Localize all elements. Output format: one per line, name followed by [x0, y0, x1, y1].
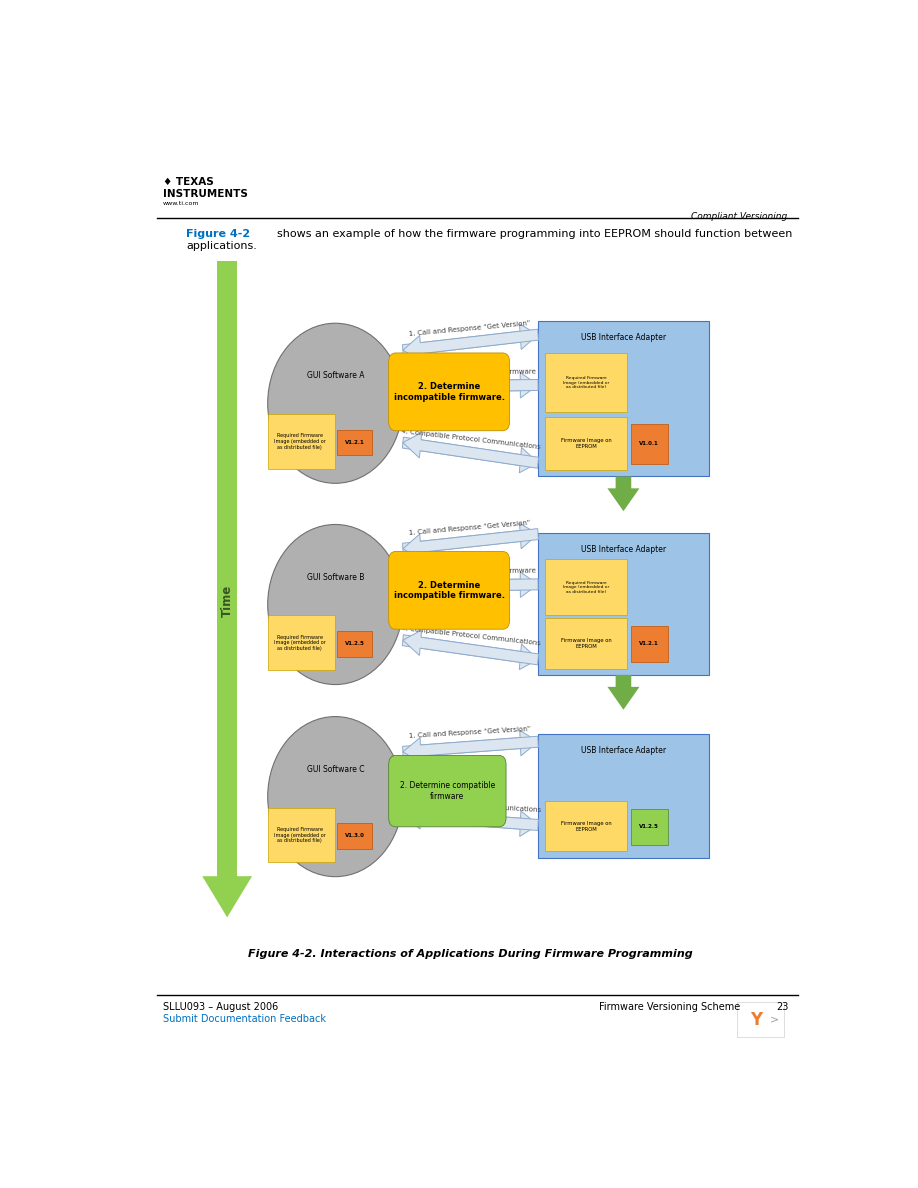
Text: 1. Call and Response “Get Version”: 1. Call and Response “Get Version” — [409, 519, 531, 536]
FancyArrow shape — [403, 372, 538, 398]
Text: V1.0.1: V1.0.1 — [639, 442, 659, 447]
FancyBboxPatch shape — [631, 809, 667, 845]
Text: 23: 23 — [777, 1003, 789, 1012]
FancyBboxPatch shape — [338, 631, 372, 657]
FancyArrow shape — [403, 374, 538, 399]
FancyArrow shape — [403, 803, 538, 830]
FancyBboxPatch shape — [631, 626, 667, 662]
Text: Firmware Image on
EEPROM: Firmware Image on EEPROM — [561, 438, 611, 449]
Text: Firmware Image on
EEPROM: Firmware Image on EEPROM — [561, 821, 611, 832]
Bar — [218, 261, 237, 899]
Text: www.ti.com: www.ti.com — [163, 201, 199, 206]
Ellipse shape — [268, 323, 403, 484]
Text: applications.: applications. — [186, 241, 257, 252]
Text: 2. Determine compatible
firmware: 2. Determine compatible firmware — [399, 782, 495, 801]
FancyArrow shape — [402, 324, 538, 355]
Text: INSTRUMENTS: INSTRUMENTS — [163, 189, 248, 200]
Text: Required Firmware
Image (embedded or
as distributed file): Required Firmware Image (embedded or as … — [274, 827, 326, 843]
FancyArrow shape — [403, 432, 539, 468]
FancyArrow shape — [202, 877, 252, 917]
FancyBboxPatch shape — [545, 618, 627, 669]
Text: 3. Reprogram with Required Firmware: 3. Reprogram with Required Firmware — [405, 368, 536, 375]
FancyBboxPatch shape — [338, 430, 372, 455]
Text: Submit Documentation Feedback: Submit Documentation Feedback — [163, 1015, 326, 1024]
FancyBboxPatch shape — [268, 808, 335, 862]
Text: V1.3.0: V1.3.0 — [344, 834, 364, 839]
FancyArrow shape — [402, 437, 538, 473]
Ellipse shape — [268, 716, 403, 877]
FancyBboxPatch shape — [631, 424, 667, 463]
Text: GUI Software A: GUI Software A — [307, 372, 364, 380]
Text: 2. Determine
incompatible firmware.: 2. Determine incompatible firmware. — [394, 581, 505, 600]
Text: Figure 4-2. Interactions of Applications During Firmware Programming: Figure 4-2. Interactions of Applications… — [248, 949, 693, 960]
Text: 4. Compatible Protocol Communications: 4. Compatible Protocol Communications — [401, 625, 542, 646]
FancyArrow shape — [402, 634, 538, 670]
Text: 1. Call and Response “Get Version”: 1. Call and Response “Get Version” — [409, 726, 532, 739]
Text: V1.2.1: V1.2.1 — [639, 642, 659, 646]
Text: ♦ TEXAS: ♦ TEXAS — [163, 177, 214, 188]
Text: GUI Software C: GUI Software C — [307, 765, 364, 773]
FancyBboxPatch shape — [388, 756, 506, 827]
FancyArrow shape — [403, 630, 539, 665]
Text: Required Firmware
Image (embedded or
as distributed file): Required Firmware Image (embedded or as … — [563, 377, 610, 390]
Text: Required Firmware
Image (embedded or
as distributed file): Required Firmware Image (embedded or as … — [274, 434, 326, 450]
Text: V1.2.1: V1.2.1 — [344, 440, 364, 446]
FancyBboxPatch shape — [268, 415, 335, 469]
Text: 1. Call and Response “Get Version”: 1. Call and Response “Get Version” — [409, 320, 531, 337]
FancyBboxPatch shape — [338, 823, 372, 848]
Text: Firmware Image on
EEPROM: Firmware Image on EEPROM — [561, 638, 611, 649]
FancyArrow shape — [608, 675, 640, 709]
FancyBboxPatch shape — [545, 801, 627, 852]
Text: Figure 4-2: Figure 4-2 — [186, 229, 250, 240]
Text: USB Interface Adapter: USB Interface Adapter — [581, 333, 666, 342]
Text: SLLU093 – August 2006: SLLU093 – August 2006 — [163, 1003, 278, 1012]
FancyArrow shape — [403, 737, 538, 763]
FancyBboxPatch shape — [538, 321, 709, 476]
FancyBboxPatch shape — [538, 734, 709, 858]
FancyArrow shape — [403, 809, 538, 836]
FancyBboxPatch shape — [268, 615, 335, 670]
FancyArrow shape — [403, 731, 538, 757]
Text: Y: Y — [750, 1011, 762, 1029]
FancyArrow shape — [403, 571, 538, 598]
Text: GUI Software B: GUI Software B — [307, 573, 364, 582]
Text: V1.2.5: V1.2.5 — [639, 824, 659, 829]
FancyArrow shape — [403, 329, 539, 361]
Text: Required Firmware
Image (embedded or
as distributed file): Required Firmware Image (embedded or as … — [274, 634, 326, 651]
Text: >: > — [769, 1015, 778, 1025]
FancyArrow shape — [403, 573, 538, 599]
Text: USB Interface Adapter: USB Interface Adapter — [581, 746, 666, 756]
Text: USB Interface Adapter: USB Interface Adapter — [581, 545, 666, 554]
Text: V1.2.5: V1.2.5 — [344, 642, 364, 646]
Text: Required Firmware
Image (embedded or
as distributed file): Required Firmware Image (embedded or as … — [563, 581, 610, 594]
FancyBboxPatch shape — [737, 1003, 784, 1037]
Text: Time: Time — [220, 584, 234, 617]
FancyArrow shape — [402, 523, 538, 554]
Text: shows an example of how the firmware programming into EEPROM should function bet: shows an example of how the firmware pro… — [277, 229, 792, 240]
FancyBboxPatch shape — [545, 558, 627, 615]
Text: 3. Reprogram with Required Firmware: 3. Reprogram with Required Firmware — [405, 568, 536, 575]
FancyBboxPatch shape — [388, 551, 509, 630]
Text: Firmware Versioning Scheme: Firmware Versioning Scheme — [599, 1003, 740, 1012]
Text: 3. Compatible Protocol Communications: 3. Compatible Protocol Communications — [401, 800, 541, 813]
Text: 4. Compatible Protocol Communications: 4. Compatible Protocol Communications — [401, 428, 542, 450]
FancyBboxPatch shape — [388, 353, 509, 431]
FancyBboxPatch shape — [545, 353, 627, 412]
FancyBboxPatch shape — [545, 417, 627, 470]
Text: Compliant Versioning: Compliant Versioning — [691, 213, 787, 221]
FancyArrow shape — [403, 529, 539, 560]
FancyBboxPatch shape — [538, 533, 709, 675]
FancyArrow shape — [608, 476, 640, 511]
Text: 2. Determine
incompatible firmware.: 2. Determine incompatible firmware. — [394, 383, 505, 402]
Ellipse shape — [268, 524, 403, 684]
